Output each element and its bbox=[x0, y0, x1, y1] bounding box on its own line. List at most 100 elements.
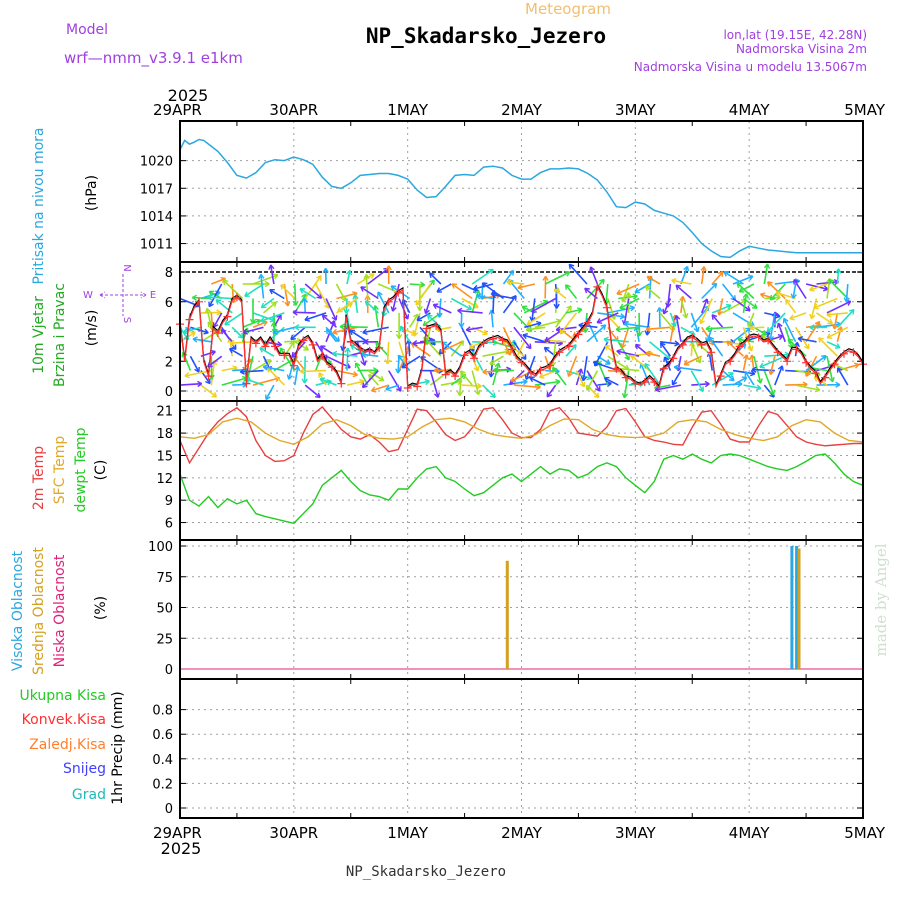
wind-ytick-label: 8 bbox=[165, 266, 173, 281]
wind-direction-arrow bbox=[303, 298, 306, 313]
wind-arrow-head bbox=[521, 305, 528, 312]
wind-arrow-head bbox=[836, 367, 843, 373]
pressure-ytick-label: 1017 bbox=[140, 182, 173, 197]
wind-direction-arrow bbox=[699, 298, 713, 325]
wind-arrow-head bbox=[194, 366, 200, 373]
wind-direction-arrow bbox=[604, 377, 619, 386]
wind-arrow-head bbox=[606, 380, 612, 388]
wind-arrow-head bbox=[828, 376, 835, 383]
wind-direction-arrow bbox=[429, 272, 442, 285]
wind-arrow-head bbox=[619, 313, 626, 320]
wind-arrow-head bbox=[615, 325, 621, 333]
wind-direction-arrow bbox=[691, 383, 710, 386]
wind-direction-arrow bbox=[315, 341, 328, 360]
wind-speed-marker bbox=[460, 351, 469, 360]
wind-arrow-head bbox=[191, 294, 198, 301]
wind-arrow-head bbox=[693, 326, 700, 333]
wind-title-line1: 10m Vjetar bbox=[31, 296, 47, 374]
wind-direction-arrow bbox=[489, 355, 504, 365]
wind-arrow-head bbox=[531, 307, 537, 313]
wind-arrow-head bbox=[458, 322, 465, 328]
wind-arrow-head bbox=[769, 294, 776, 301]
clouds-ytick-label: 25 bbox=[156, 632, 173, 647]
wind-direction-arrow bbox=[624, 322, 650, 329]
wind-speed-marker bbox=[204, 372, 213, 381]
wind-direction-arrow bbox=[411, 342, 431, 357]
wind-arrow-head bbox=[600, 324, 607, 331]
wind-speed-marker bbox=[640, 378, 649, 387]
wind-arrow-head bbox=[683, 265, 690, 272]
wind-arrow-head bbox=[767, 281, 773, 287]
wind-direction-arrow bbox=[554, 283, 558, 309]
wind-direction-arrow bbox=[517, 283, 535, 289]
wind-arrow-head bbox=[525, 326, 532, 333]
wind-arrow-head bbox=[190, 331, 196, 338]
wind-arrow-head bbox=[352, 294, 359, 300]
wind-arrow-head bbox=[423, 308, 430, 315]
wind-direction-arrow bbox=[364, 300, 379, 314]
wind-direction-arrow bbox=[575, 370, 585, 388]
wind-arrow-head bbox=[426, 314, 433, 320]
wind-direction-arrow bbox=[792, 283, 797, 299]
wind-arrow-head bbox=[828, 278, 834, 285]
wind-direction-arrow bbox=[189, 355, 200, 373]
wind-arrow-head bbox=[625, 292, 632, 298]
wind-arrow-head bbox=[620, 296, 627, 303]
wind-direction-arrow bbox=[556, 326, 577, 331]
wind-arrow-head bbox=[262, 364, 269, 371]
wind-arrow-head bbox=[756, 378, 763, 384]
wind-direction-arrow bbox=[818, 337, 838, 357]
temperature-ytick-label: 12 bbox=[156, 472, 173, 487]
wind-arrow-head bbox=[711, 282, 718, 289]
wind-direction-arrow bbox=[523, 300, 549, 314]
wind-arrow-head bbox=[211, 392, 218, 398]
wind-arrow-head bbox=[599, 278, 605, 285]
wind-direction-arrow bbox=[375, 342, 390, 357]
top-time-axis: 29APR 30APR 1MAY 2MAY 3MAY 4MAY 5MAY bbox=[153, 101, 886, 119]
wind-direction-arrow bbox=[513, 326, 532, 350]
temp-2m-line bbox=[179, 406, 863, 465]
footer-station: NP_Skadarsko_Jezero bbox=[346, 864, 506, 880]
wind-speed-marker bbox=[602, 303, 611, 312]
wind-direction-arrow bbox=[482, 350, 510, 357]
wind-arrow-head bbox=[475, 293, 482, 300]
wind-direction-arrow bbox=[744, 371, 755, 386]
wind-direction-arrow bbox=[634, 283, 651, 294]
wind-arrow-head bbox=[331, 315, 338, 321]
wind-direction-arrow bbox=[391, 283, 400, 312]
wind-arrow-head bbox=[835, 381, 841, 388]
wind-arrow-head bbox=[763, 263, 771, 269]
wind-arrow-head bbox=[239, 368, 246, 375]
wind-speed-marker bbox=[707, 348, 716, 357]
wind-direction-arrow bbox=[763, 263, 769, 285]
top-time-label: 2MAY bbox=[501, 101, 543, 119]
wind-direction-arrow bbox=[360, 286, 379, 300]
wind-direction-arrow bbox=[711, 271, 724, 285]
wind-arrow-head bbox=[259, 347, 265, 353]
precip-unit: 1hr Precip (mm) bbox=[110, 691, 126, 804]
wind-direction-arrow bbox=[397, 354, 411, 372]
wind-direction-arrow bbox=[494, 368, 514, 372]
wind-arrow-head bbox=[505, 349, 512, 356]
wind-arrow-head bbox=[207, 294, 213, 301]
wind-speed-marker bbox=[650, 378, 659, 387]
wind-arrow-head bbox=[294, 365, 301, 372]
wind-arrow-head bbox=[711, 314, 718, 320]
wind-direction-arrow bbox=[207, 296, 233, 300]
wind-arrow-head bbox=[805, 371, 811, 377]
wind-direction-arrow bbox=[241, 358, 253, 372]
cloud-unit: (%) bbox=[93, 596, 109, 620]
wind-arrow-head bbox=[585, 385, 592, 391]
wind-arrow-head bbox=[644, 285, 651, 292]
wind-direction-arrow bbox=[700, 298, 708, 314]
wind-direction-arrow bbox=[597, 382, 612, 386]
wind-direction-arrow bbox=[252, 274, 279, 285]
wind-arrow-head bbox=[354, 362, 361, 369]
wind-direction-arrow bbox=[646, 275, 661, 285]
wind-direction-arrow bbox=[324, 268, 327, 285]
wind-direction-arrow bbox=[415, 283, 432, 306]
wind-direction-arrow bbox=[711, 314, 724, 328]
wind-arrow-head bbox=[433, 392, 441, 398]
wind-arrow-head bbox=[265, 394, 271, 401]
wind-direction-arrow bbox=[346, 270, 351, 285]
